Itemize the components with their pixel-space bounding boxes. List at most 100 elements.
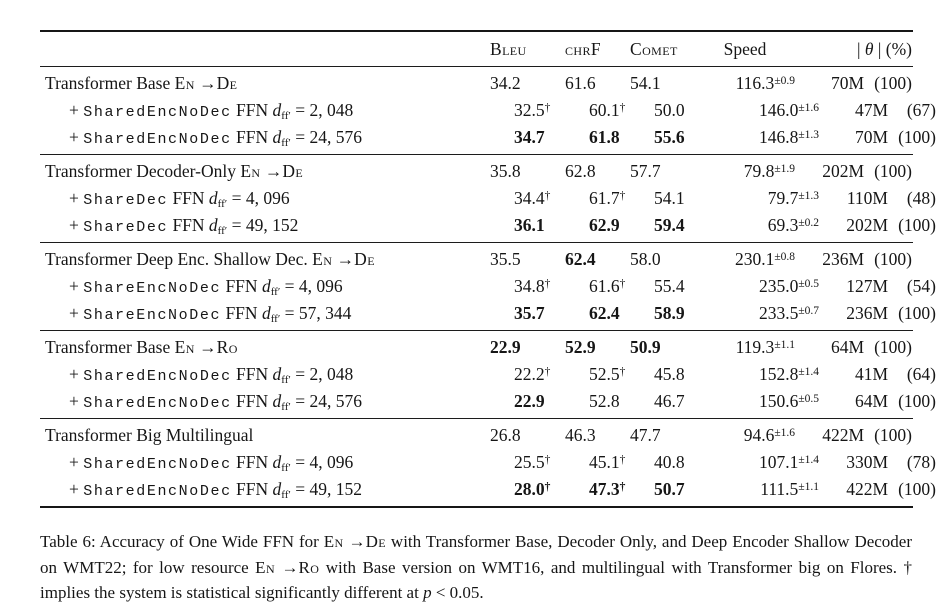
table-group: Transformer Base En →Ro 22.9 52.9 50.9 119.3… [40,331,936,418]
cell-comet: 55.6 [654,124,719,151]
text-segment: = 2, 048 [290,364,354,384]
text-segment: = 49, 152 [290,479,362,499]
text-segment: d [208,215,218,235]
text-segment: d [272,452,282,472]
cell-label: + SharedEncNoDec FFN dff′ = 2, 048 [40,97,514,130]
text-segment: + [69,188,84,208]
metric-value: 35.5 [490,249,521,269]
metric-value: 22.9 [514,391,545,411]
text-segment: FFN [221,276,262,296]
metric-value: 32.5 [514,100,545,120]
cell-comet: 54.1 [654,185,719,212]
cell-label: + SharedEncNoDec FFN dff′ = 4, 096 [40,449,514,482]
speed-stddev: ±1.1 [774,339,795,351]
metric-value: 61.6 [565,73,596,93]
speed-stddev: ±0.9 [774,75,795,87]
cell-comet: 47.7 [630,422,695,449]
cell-bleu: 35.8 [490,158,565,185]
cell-chrf: 52.5† [589,361,654,388]
param-percent: (100) [874,73,912,93]
param-percent: (100) [874,161,912,181]
text-segment: ff′ [281,374,291,386]
cell-theta: 64M (100) [819,388,942,415]
text-segment: = 2, 048 [290,100,354,120]
results-table: Bleu chrF Comet Speed | θ | (%) Transformer … [40,30,936,508]
metric-value: 62.4 [565,249,596,269]
table-row: + SharedEncNoDec FFN dff′ = 24, 576 22.9 5… [40,388,936,415]
text-segment: Transformer Big Multilingual [45,425,254,445]
metric-value: 35.7 [514,303,545,323]
cell-theta: 70M (100) [819,124,942,151]
cell-comet: 55.4 [654,273,719,300]
cell-speed: 94.6±1.6 [695,422,795,449]
param-count: 202M [822,161,864,181]
text-segment: + [69,215,84,235]
text-segment: → [194,337,217,357]
cell-theta: 202M (100) [819,212,942,239]
speed-value: 150.6 [758,391,799,411]
table-row: Transformer Base En →De 34.2 61.6 54.1 116.3… [40,70,913,97]
speed-stddev: ±1.3 [798,129,819,141]
table-header-row: Bleu chrF Comet Speed | θ | (%) [40,32,913,66]
text-segment: SharedEncNoDec [83,131,232,148]
param-percent: (64) [906,364,936,384]
text-segment: ShareDec [83,219,169,236]
cell-label: + ShareEncNoDec FFN dff′ = 4, 096 [40,273,514,306]
metric-value: 52.9 [565,337,596,357]
table-caption: Table 6: Accuracy of One Wide FFN for En… [40,529,913,606]
table-row: + SharedEncNoDec FFN dff′ = 4, 096 25.5† 4… [40,449,936,476]
text-segment: ShareEncNoDec [83,307,222,324]
dagger-marker: † [619,278,626,290]
metric-value: 50.0 [654,100,685,120]
cell-bleu: 25.5† [514,449,589,476]
metric-value: 62.8 [565,161,596,181]
text-segment: = 4, 096 [290,452,354,472]
metric-value: 60.1 [589,100,620,120]
text-segment: Transformer Decoder-Only [45,161,241,181]
cell-chrf: 46.3 [565,422,630,449]
metric-value: 34.8 [514,276,545,296]
dagger-marker: † [544,366,551,378]
param-percent: (100) [898,479,936,499]
text-segment: = 24, 576 [290,127,362,147]
text-segment: De [365,532,386,551]
text-segment: De [354,249,375,269]
dagger-marker: † [619,366,626,378]
cell-chrf: 61.7† [589,185,654,212]
cell-label: Transformer Base En →De [40,70,490,97]
metric-value: 54.1 [630,73,661,93]
dagger-marker: † [619,454,626,466]
table-group: Transformer Big Multilingual 26.8 46.3 47.7… [40,419,936,506]
text-segment: with Base version on WMT16, and multilin… [40,557,913,603]
param-count: 41M [854,364,888,384]
metric-value: 58.0 [630,249,661,269]
cell-theta: 127M (54) [819,273,942,300]
text-segment: → [343,532,366,551]
table-group: Transformer Base En →De 34.2 61.6 54.1 116.3… [40,67,936,154]
text-segment: ff′ [281,110,291,122]
cell-chrf: 62.8 [565,158,630,185]
speed-value: 94.6 [743,425,775,445]
metric-value: 45.8 [654,364,685,384]
cell-chrf: 61.8 [589,124,654,151]
metric-value: 52.5 [589,364,620,384]
text-segment: → [260,161,283,181]
cell-comet: 58.9 [654,300,719,327]
cell-label: Transformer Deep Enc. Shallow Dec. En →D… [40,246,490,273]
cell-speed: 79.7±1.3 [719,185,819,212]
dagger-marker: † [619,481,626,493]
cell-bleu: 22.2† [514,361,589,388]
cell-speed: 79.8±1.9 [695,158,795,185]
speed-stddev: ±1.6 [774,427,795,439]
text-segment: | [857,39,865,59]
speed-stddev: ±1.3 [798,190,819,202]
param-percent: (100) [874,249,912,269]
cell-chrf: 52.9 [565,334,630,361]
text-segment: SharedEncNoDec [83,395,232,412]
text-segment: + [69,100,84,120]
speed-stddev: ±0.2 [798,217,819,229]
metric-value: 59.4 [654,215,685,235]
table-row: + SharedEncNoDec FFN dff′ = 2, 048 32.5† 6… [40,97,936,124]
text-segment: d [272,479,282,499]
